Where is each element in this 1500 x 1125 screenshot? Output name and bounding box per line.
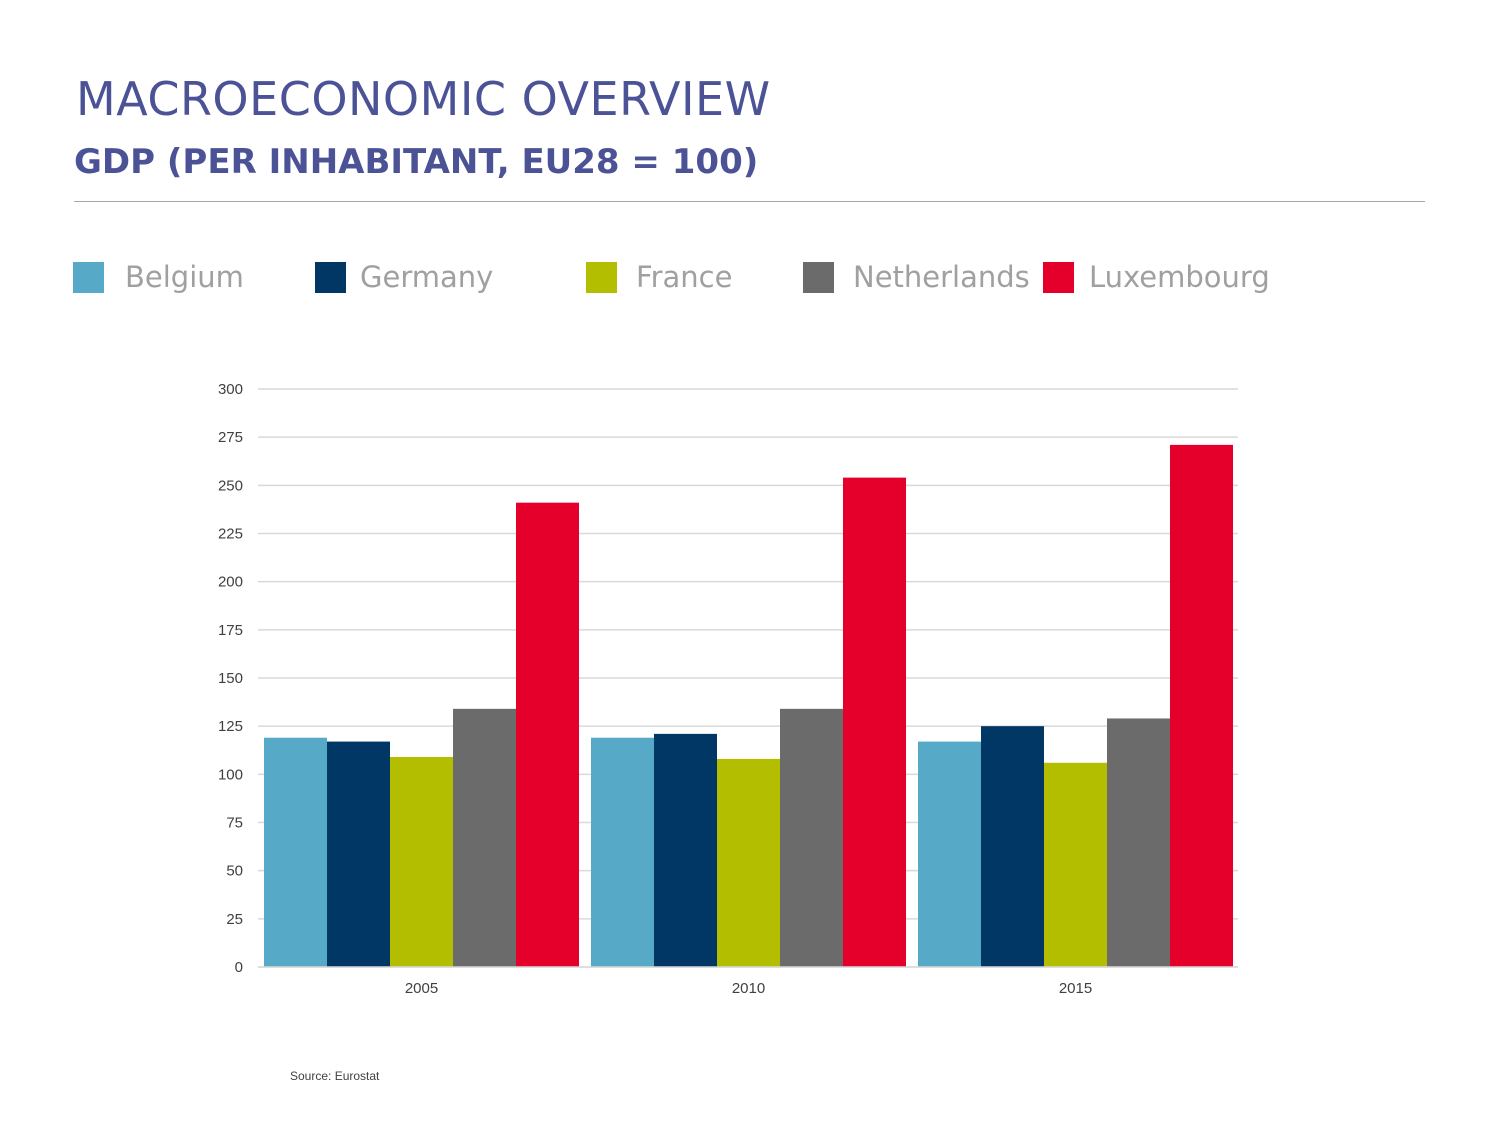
legend-swatch-netherlands (803, 262, 834, 293)
legend-swatch-germany (315, 262, 346, 293)
bar-france-2010 (717, 758, 780, 967)
legend-swatch-france (586, 262, 617, 293)
y-tick-label: 25 (226, 911, 243, 928)
legend-label-netherlands: Netherlands (853, 260, 1030, 294)
y-tick-label: 250 (218, 477, 243, 494)
x-tick-label: 2005 (405, 980, 438, 997)
y-tick-label: 100 (218, 766, 243, 783)
bar-france-2005 (390, 756, 453, 967)
bar-netherlands-2010 (780, 708, 843, 967)
y-tick-label: 50 (226, 863, 243, 880)
chart-title: MACROECONOMIC OVERVIEW (76, 72, 771, 126)
y-tick-label: 225 (218, 526, 243, 543)
bar-luxembourg-2015 (1170, 444, 1233, 968)
bar-belgium-2010 (591, 737, 654, 967)
legend-label-luxembourg: Luxembourg (1089, 260, 1270, 294)
legend-label-france: France (636, 260, 733, 294)
legend-swatch-luxembourg (1043, 262, 1074, 293)
bar-luxembourg-2005 (516, 502, 579, 967)
bar-belgium-2005 (264, 737, 327, 967)
legend-label-belgium: Belgium (125, 260, 244, 294)
y-tick-label: 0 (235, 959, 243, 976)
legend-label-germany: Germany (360, 260, 494, 294)
bar-belgium-2015 (918, 741, 981, 967)
y-tick-label: 300 (218, 381, 243, 398)
bar-netherlands-2005 (453, 708, 516, 967)
y-tick-label: 75 (226, 815, 243, 832)
bar-germany-2015 (981, 726, 1044, 967)
x-tick-label: 2015 (1059, 980, 1092, 997)
y-tick-label: 275 (218, 429, 243, 446)
bar-netherlands-2015 (1107, 718, 1170, 967)
bar-germany-2010 (654, 733, 717, 967)
bar-germany-2005 (327, 741, 390, 967)
y-tick-label: 200 (218, 574, 243, 591)
y-tick-label: 125 (218, 718, 243, 735)
y-tick-label: 150 (218, 670, 243, 687)
chart-subtitle: GDP (PER INHABITANT, EU28 = 100) (74, 142, 759, 182)
source-note: Source: Eurostat (290, 1069, 380, 1083)
header-divider (74, 201, 1425, 202)
bar-france-2015 (1044, 762, 1107, 967)
legend-swatch-belgium (73, 262, 104, 293)
bar-luxembourg-2010 (843, 477, 906, 967)
x-tick-label: 2010 (732, 980, 765, 997)
y-tick-label: 175 (218, 622, 243, 639)
